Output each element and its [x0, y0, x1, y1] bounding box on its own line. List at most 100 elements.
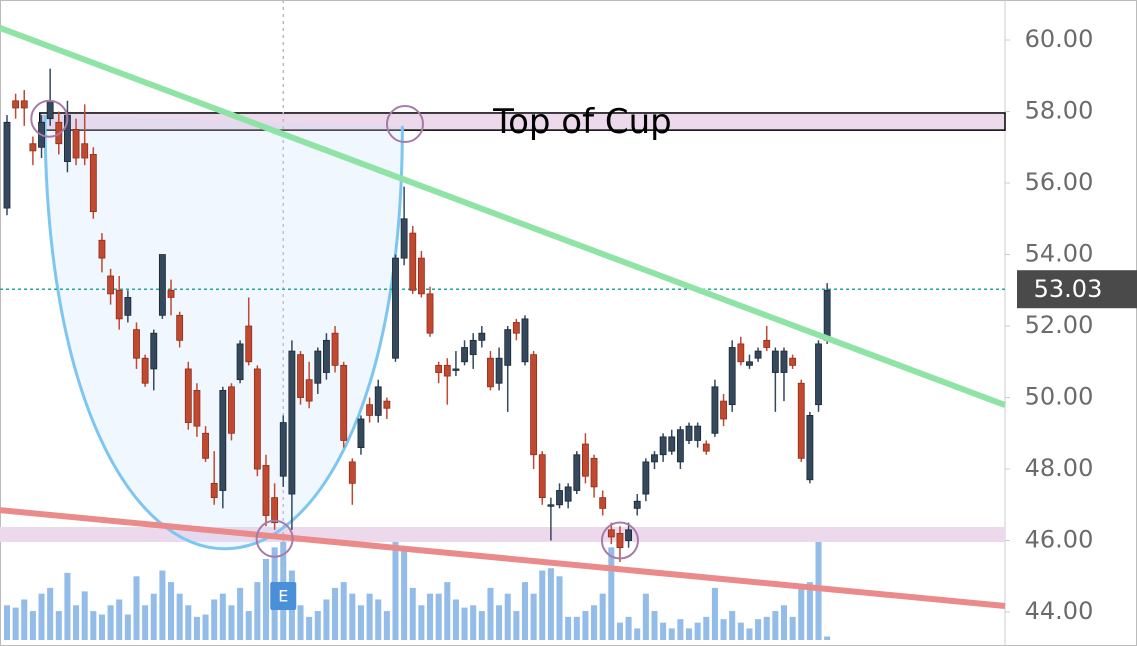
- volume-bar: [470, 605, 477, 640]
- volume-bar: [806, 582, 813, 640]
- zone: [0, 526, 1005, 542]
- y-tick-label: 58.00: [1025, 97, 1094, 125]
- volume-bar: [573, 616, 580, 640]
- zone-label: Top of Cup: [492, 102, 672, 142]
- volume-bar: [219, 593, 226, 640]
- candle-body: [625, 529, 633, 541]
- volume-bar: [29, 611, 36, 640]
- y-tick-label: 60.00: [1025, 25, 1094, 53]
- volume-bar: [314, 611, 321, 640]
- volume-bar: [349, 593, 356, 640]
- volume-bar: [193, 616, 200, 640]
- volume-bar: [332, 587, 339, 640]
- candle-body: [305, 379, 313, 402]
- volume-bar: [513, 611, 520, 640]
- y-tick-label: 48.00: [1025, 454, 1094, 482]
- candle-body: [659, 436, 667, 456]
- candle-body: [651, 454, 658, 463]
- volume-bar: [703, 616, 710, 640]
- volume-bar: [73, 605, 80, 640]
- candle-body: [12, 100, 20, 109]
- candle-body: [538, 454, 546, 499]
- circle-marker: [600, 521, 639, 560]
- volume-bar: [401, 549, 408, 640]
- volume-bar: [686, 628, 693, 640]
- volume-bar: [591, 605, 598, 640]
- candle-body: [72, 129, 80, 159]
- volume-bar: [323, 599, 330, 640]
- volume-bar: [651, 611, 658, 640]
- candle-body: [616, 532, 624, 549]
- candle-body: [288, 350, 296, 495]
- volume-bar: [487, 587, 494, 640]
- volume-bar: [116, 599, 123, 640]
- volume-bar: [245, 611, 252, 640]
- candle-body: [702, 443, 710, 452]
- candle-body: [141, 357, 149, 384]
- candle-body: [348, 461, 356, 484]
- candle-body: [452, 368, 460, 371]
- volume-bar: [133, 576, 140, 640]
- candle-body: [676, 429, 684, 463]
- volume-bar: [383, 611, 390, 640]
- candle-body: [202, 432, 209, 459]
- candle-body: [383, 400, 391, 409]
- y-tick-label: 56.00: [1025, 168, 1094, 196]
- candle-body: [236, 343, 244, 381]
- candle-body: [504, 329, 512, 366]
- candle-body: [89, 154, 97, 213]
- volume-bar: [107, 605, 114, 640]
- candle-body: [357, 418, 365, 448]
- zone: [39, 112, 1006, 131]
- candle-body: [573, 454, 581, 491]
- volume-bar: [694, 622, 701, 640]
- candle-body: [720, 400, 727, 420]
- volume-bar: [142, 605, 149, 640]
- candle-body: [3, 121, 11, 209]
- trendline: [0, 25, 1007, 408]
- volume-bar: [306, 616, 313, 640]
- candle-body: [590, 457, 598, 488]
- candle-body: [512, 322, 520, 334]
- circle-marker: [255, 519, 294, 558]
- volume-bar: [504, 593, 511, 640]
- volume-bar: [668, 628, 675, 640]
- candle-body: [314, 350, 322, 384]
- candle-body: [547, 504, 555, 507]
- candle-body: [642, 461, 650, 495]
- candle-body: [443, 364, 451, 377]
- candle-body: [754, 350, 762, 359]
- candle-body: [426, 293, 434, 334]
- candle-body: [253, 368, 261, 470]
- volume-bar: [547, 568, 554, 640]
- circle-marker: [385, 105, 424, 144]
- volume-bar: [642, 593, 649, 640]
- candle-body: [167, 289, 175, 298]
- candle-body: [29, 143, 37, 152]
- candle-body: [150, 332, 158, 370]
- candle-body: [409, 232, 417, 291]
- volume-bar: [452, 599, 459, 640]
- volume-bar: [711, 587, 718, 640]
- y-tick-label: 44.00: [1025, 597, 1094, 625]
- volume-bar: [262, 558, 270, 640]
- candle-body: [478, 332, 486, 341]
- candle-body: [530, 354, 538, 456]
- last-price-box: [1017, 270, 1137, 309]
- volume-bar: [202, 614, 209, 640]
- last-price-label: 53.03: [1034, 275, 1103, 303]
- candle-body: [417, 257, 425, 295]
- volume-bar: [124, 614, 131, 640]
- candle-body: [487, 357, 494, 388]
- candle-body: [668, 436, 676, 452]
- candle-body: [392, 257, 399, 359]
- candle-body: [81, 143, 89, 159]
- volume-bar: [228, 605, 235, 640]
- candle-body: [279, 422, 287, 477]
- candle-body: [823, 289, 831, 341]
- y-tick-label: 54.00: [1025, 240, 1094, 268]
- volume-bar: [340, 582, 347, 640]
- volume-bar: [168, 582, 175, 640]
- volume-bar: [418, 605, 425, 640]
- volume-bar: [677, 619, 684, 640]
